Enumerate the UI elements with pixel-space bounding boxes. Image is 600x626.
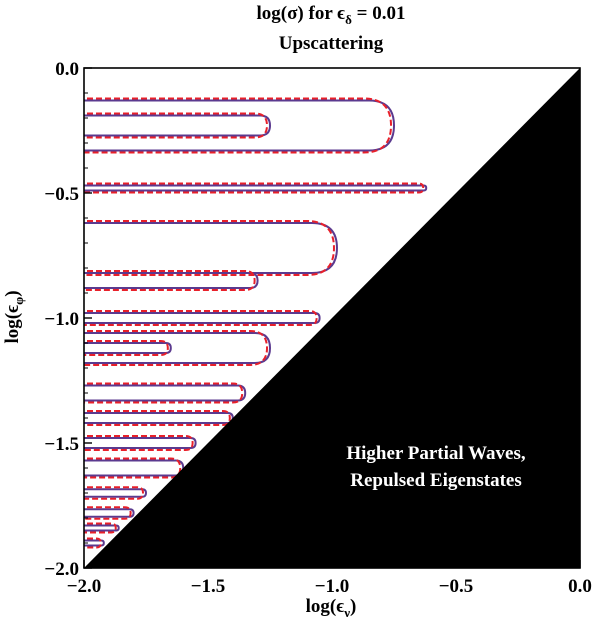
contour-11-series-0 <box>84 459 185 477</box>
contour-6-series-0 <box>84 332 272 364</box>
contour-5-series-0 <box>84 312 321 324</box>
contour-12-series-0 <box>84 488 148 498</box>
title-value: = 0.01 <box>352 3 406 24</box>
x-axis-label: log(ϵν) <box>306 596 357 620</box>
x-axis-subscript: ν <box>343 605 350 620</box>
contour-14-series-0 <box>84 524 120 532</box>
y-tick-label: −1.0 <box>44 309 79 330</box>
excluded-region <box>84 68 580 568</box>
contour-2-series-0 <box>84 184 428 192</box>
contour-9-series-0 <box>84 412 234 424</box>
y-axis-subscript: φ <box>11 297 26 305</box>
contour-14-series-1 <box>84 522 117 534</box>
contour-7-series-1 <box>84 340 169 356</box>
contour-12-series-1 <box>84 486 145 500</box>
contour-13-series-0 <box>84 508 135 518</box>
contour-lines <box>84 97 428 549</box>
contour-2-series-1 <box>84 182 425 194</box>
contour-8-series-0 <box>84 384 247 402</box>
contour-8-series-1 <box>84 382 244 404</box>
y-axis-label: log(ϵφ) <box>2 290 26 343</box>
contour-15-series-0 <box>84 539 105 547</box>
contour-6-series-1 <box>84 330 269 366</box>
contour-1-series-1 <box>84 112 269 139</box>
axis-ticks: −2.0 −1.5 −1.0 −0.5 0.0 −2.0 −1.5 −1.0 −0.5 0.0 <box>44 59 591 597</box>
contour-7-series-0 <box>84 342 172 354</box>
chart-title: log(σ) for ϵδ = 0.01 <box>256 3 405 27</box>
region-label-line2: Repulsed Eigenstates <box>350 470 522 491</box>
y-tick-label: −0.5 <box>44 184 79 205</box>
y-tick-label: −2.0 <box>44 559 79 580</box>
contour-0-series-1 <box>84 97 393 154</box>
x-tick-label: −1.0 <box>315 576 350 597</box>
contour-10-series-1 <box>84 435 194 451</box>
contour-1-series-0 <box>84 114 272 137</box>
contour-13-series-1 <box>84 506 132 520</box>
x-tick-label: 0.0 <box>568 576 592 597</box>
contour-3-series-1 <box>84 220 335 276</box>
region-label-line1: Higher Partial Waves, <box>346 443 526 464</box>
x-tick-label: −1.5 <box>191 576 226 597</box>
x-tick-label: −2.0 <box>67 576 102 597</box>
contour-0-series-0 <box>84 99 396 152</box>
y-tick-label: −1.5 <box>44 434 79 455</box>
contour-3-series-0 <box>84 222 338 274</box>
contour-15-series-1 <box>84 537 102 549</box>
contour-9-series-1 <box>84 410 231 426</box>
y-tick-label: 0.0 <box>55 59 79 80</box>
contour-4-series-1 <box>84 270 256 291</box>
x-tick-label: −0.5 <box>439 576 474 597</box>
title-subscript: δ <box>345 12 352 27</box>
contour-10-series-0 <box>84 437 197 449</box>
chart-subtitle: Upscattering <box>279 33 384 54</box>
